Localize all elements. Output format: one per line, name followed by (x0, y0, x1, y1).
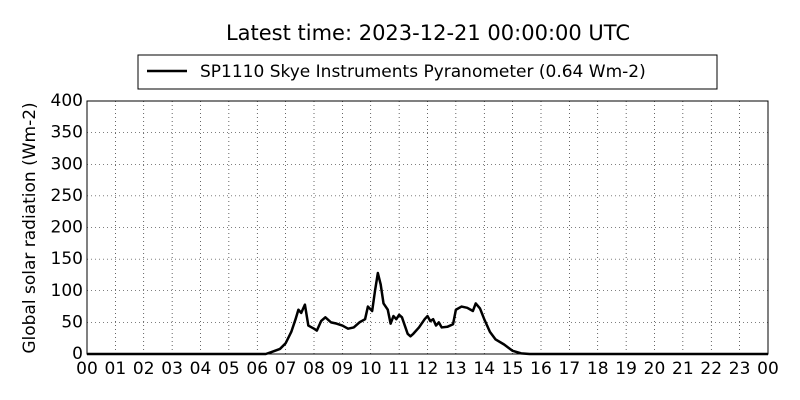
x-tick-label: 11 (388, 359, 410, 379)
x-tick-label: 10 (360, 359, 382, 379)
x-tick-label: 05 (218, 359, 240, 379)
y-axis-label: Global solar radiation (Wm-2) (20, 102, 40, 353)
y-tick-label: 0 (72, 344, 83, 364)
x-tick-label: 18 (587, 359, 609, 379)
x-tick-label: 21 (672, 359, 694, 379)
x-tick-label: 00 (76, 359, 98, 379)
y-tick-label: 100 (51, 281, 83, 301)
y-tick-label: 150 (51, 249, 83, 269)
y-tick-label: 50 (61, 312, 83, 332)
data-line (87, 271, 768, 356)
x-tick-label: 02 (133, 359, 155, 379)
x-tick-label: 12 (417, 359, 439, 379)
x-tick-label: 16 (530, 359, 552, 379)
chart-title: Latest time: 2023-12-21 00:00:00 UTC (226, 21, 630, 45)
x-tick-label: 17 (559, 359, 581, 379)
x-tick-label: 03 (161, 359, 183, 379)
x-tick-label: 22 (700, 359, 722, 379)
y-tick-label: 250 (51, 186, 83, 206)
x-tick-label: 04 (190, 359, 212, 379)
x-tick-label: 23 (729, 359, 751, 379)
x-tick-label: 08 (303, 359, 325, 379)
x-tick-label: 01 (105, 359, 127, 379)
x-tick-label: 19 (615, 359, 637, 379)
y-tick-label: 300 (51, 154, 83, 174)
x-tick-label: 20 (644, 359, 666, 379)
x-tick-label: 13 (445, 359, 467, 379)
x-tick-label: 09 (332, 359, 354, 379)
x-tick-label: 00 (757, 359, 779, 379)
x-tick-label: 15 (502, 359, 524, 379)
y-tick-label: 350 (51, 123, 83, 143)
plot-frame (86, 100, 769, 355)
y-tick-label: 400 (51, 91, 83, 111)
x-tick-label: 07 (275, 359, 297, 379)
x-tick-label: 06 (246, 359, 268, 379)
x-tick-label: 14 (473, 359, 495, 379)
y-tick-label: 200 (51, 218, 83, 238)
legend (137, 54, 718, 90)
legend-label: SP1110 Skye Instruments Pyranometer (0.6… (200, 62, 646, 82)
